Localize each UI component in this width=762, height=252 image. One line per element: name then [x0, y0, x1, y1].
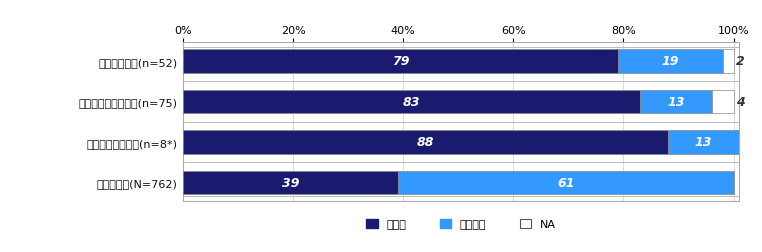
Bar: [640, 90, 712, 114]
Bar: [183, 50, 618, 73]
Bar: [183, 131, 668, 154]
Bar: [668, 131, 739, 154]
Bar: [722, 50, 734, 73]
Text: 13: 13: [667, 96, 684, 109]
Bar: [618, 50, 722, 73]
Bar: [183, 171, 398, 194]
Bar: [398, 171, 734, 194]
Text: 39: 39: [281, 176, 299, 189]
Text: 79: 79: [392, 55, 409, 68]
Text: 2: 2: [736, 55, 745, 68]
Text: 13: 13: [695, 136, 712, 149]
Bar: [183, 90, 640, 114]
Text: 4: 4: [736, 96, 745, 109]
Text: 88: 88: [417, 136, 434, 149]
Text: 83: 83: [402, 96, 420, 109]
Bar: [712, 90, 734, 114]
Text: 19: 19: [661, 55, 679, 68]
Text: 61: 61: [557, 176, 575, 189]
Legend: あった, なかった, NA: あった, なかった, NA: [364, 217, 558, 232]
